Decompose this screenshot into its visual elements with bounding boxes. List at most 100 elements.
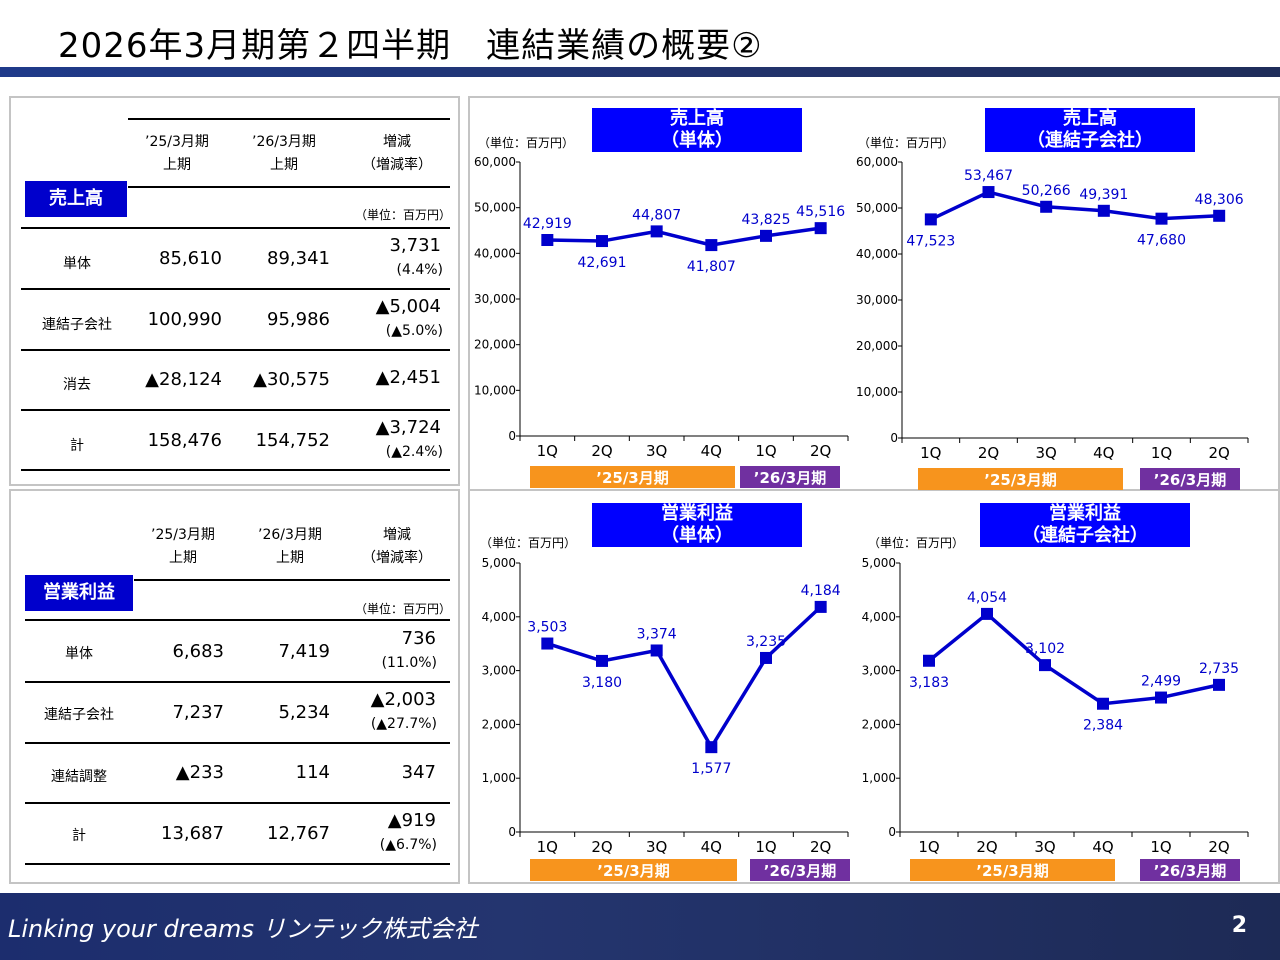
table-rule xyxy=(134,579,450,581)
data-point xyxy=(1097,204,1110,217)
data-point xyxy=(1213,678,1225,691)
table-rule xyxy=(21,227,450,229)
fy25-bar xyxy=(530,859,737,881)
op-table: ’25/3月期 上期 ’26/3月期 上期 増減 （増減率） 営業利益 （単位：… xyxy=(11,491,462,882)
data-label: 2,735 xyxy=(1199,661,1239,677)
data-point xyxy=(650,644,663,657)
table-rule xyxy=(25,681,450,683)
data-label: 50,266 xyxy=(1022,183,1071,199)
y-tick-label: 4,000 xyxy=(482,610,516,624)
data-label: 3,503 xyxy=(527,620,567,636)
y-tick-label: 30,000 xyxy=(474,292,516,306)
data-point xyxy=(814,600,827,613)
data-point xyxy=(1097,697,1109,710)
x-tick-label: 1Q xyxy=(1150,838,1171,856)
data-label: 44,807 xyxy=(632,207,681,223)
fy25-label: ’25/3月期 xyxy=(596,469,669,487)
chart-unit-label: （単位：百万円） xyxy=(480,536,577,550)
data-label: 3,102 xyxy=(1025,641,1065,657)
row-label: 単体 xyxy=(63,256,91,272)
col-header-fy26: ’26/3月期 上期 xyxy=(258,527,322,566)
y-tick-label: 4,000 xyxy=(862,610,896,624)
y-tick-label: 40,000 xyxy=(474,246,516,260)
y-tick-label: 3,000 xyxy=(862,664,896,678)
y-tick-label: 2,000 xyxy=(482,717,516,731)
unit-label: （単位：百万円） xyxy=(354,602,451,616)
x-tick-label: 4Q xyxy=(701,838,722,856)
page-title: 2026年3月期第２四半期 連結業績の概要② xyxy=(58,26,763,66)
data-point xyxy=(705,741,718,754)
y-tick-label: 3,000 xyxy=(482,664,516,678)
data-point xyxy=(1155,691,1167,704)
chart-unit-label: （単位：百万円） xyxy=(868,536,965,550)
chart-svg: 0 10,000 20,000 30,000 40,000 50,000 60,000 1Q 2… xyxy=(474,155,849,488)
y-tick-label: 50,000 xyxy=(474,201,516,215)
x-tick-label: 2Q xyxy=(810,442,831,460)
series-line xyxy=(930,190,1220,221)
cell-fy26: 7,419 xyxy=(278,641,330,662)
table-rule xyxy=(21,288,450,290)
data-label: 3,374 xyxy=(637,626,677,642)
fy25-bar xyxy=(530,466,735,488)
cell-rate: (▲2.4%) xyxy=(385,444,443,460)
data-label: 42,919 xyxy=(523,216,572,232)
x-tick-label: 1Q xyxy=(918,838,939,856)
y-tick-label: 60,000 xyxy=(474,155,516,169)
y-tick-label: 0 xyxy=(508,825,516,839)
page-number: 2 xyxy=(1231,913,1247,938)
x-tick-label: 2Q xyxy=(810,838,831,856)
table-rule xyxy=(21,349,450,351)
data-label: 4,054 xyxy=(967,590,1007,606)
y-tick-label: 0 xyxy=(508,429,516,443)
data-label: 49,391 xyxy=(1079,187,1128,203)
footer-bar: Linking your dreams リンテック株式会社 2 xyxy=(0,893,1280,960)
data-point xyxy=(814,222,827,235)
y-tick-label: 60,000 xyxy=(856,155,898,169)
cell-fy25: ▲233 xyxy=(175,762,224,783)
y-tick-label: 0 xyxy=(890,431,898,445)
cell-fy25: 85,610 xyxy=(159,248,222,269)
fy25-label: ’25/3月期 xyxy=(597,862,670,880)
chart-sales-subsidiaries: 売上高 （連結子会社） （単位：百万円） 0 10,000 20,000 30,000 40… xyxy=(850,98,1278,490)
chart-svg: 0 10,000 20,000 30,000 40,000 50,000 60,000 1Q 2… xyxy=(856,155,1249,490)
table-rule xyxy=(25,619,450,621)
y-tick-label: 1,000 xyxy=(862,771,896,785)
fy26-label: ’26/3月期 xyxy=(764,862,837,880)
y-tick-label: 5,000 xyxy=(862,556,896,570)
y-tick-label: 50,000 xyxy=(856,201,898,215)
chart-unit-label: （単位：百万円） xyxy=(858,136,955,150)
data-point xyxy=(924,213,937,226)
cell-fy25: 6,683 xyxy=(172,641,224,662)
fy26-label: ’26/3月期 xyxy=(754,469,827,487)
fy25-label: ’25/3月期 xyxy=(976,862,1049,880)
data-label: 3,183 xyxy=(909,675,949,691)
row-label: 計 xyxy=(70,438,84,454)
x-tick-label: 2Q xyxy=(976,838,997,856)
title-divider-bar xyxy=(0,67,1280,77)
data-point xyxy=(923,654,935,667)
data-point xyxy=(760,651,772,664)
fy26-bar xyxy=(740,466,840,488)
data-point xyxy=(1213,209,1226,222)
cell-fy26: 114 xyxy=(295,762,330,783)
x-tick-label: 3Q xyxy=(1034,838,1055,856)
x-tick-label: 1Q xyxy=(920,444,941,462)
data-point xyxy=(705,239,718,252)
x-tick-label: 4Q xyxy=(701,442,722,460)
fy25-bar xyxy=(910,859,1115,881)
data-label: 2,499 xyxy=(1141,674,1181,690)
data-label: 45,516 xyxy=(796,204,845,220)
table-rule xyxy=(25,863,450,865)
chart-unit-label: （単位：百万円） xyxy=(478,136,575,150)
cell-diff: ▲5,004 xyxy=(375,296,441,317)
data-point xyxy=(981,607,993,620)
sales-table: ’25/3月期 上期 ’26/3月期 上期 増減 （増減率） 売上高 （単位：百… xyxy=(11,98,462,484)
cell-fy26: 12,767 xyxy=(267,823,330,844)
data-point xyxy=(596,654,608,667)
data-point xyxy=(650,225,663,238)
data-point xyxy=(982,186,995,199)
fy26-label: ’26/3月期 xyxy=(1154,862,1227,880)
chart-sales-single: 売上高 （単体） （単位：百万円） 0 10,000 20,000 30,000 40,00… xyxy=(470,98,875,490)
data-label: 3,180 xyxy=(582,675,622,691)
cell-diff: ▲2,451 xyxy=(375,367,441,388)
